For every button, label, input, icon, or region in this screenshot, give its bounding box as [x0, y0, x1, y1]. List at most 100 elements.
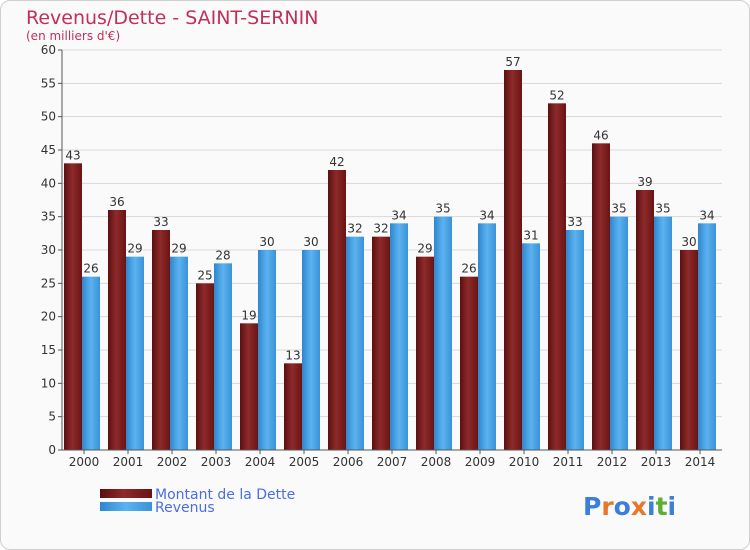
x-tick-label-2012: 2012	[597, 455, 628, 469]
data-label-debt-2000: 43	[65, 148, 80, 162]
data-label-debt-2011: 52	[549, 88, 564, 102]
bar-revenus-2009	[478, 223, 496, 450]
y-tick-label-6: 30	[41, 243, 56, 257]
logo-letter-4: i	[647, 492, 656, 521]
x-tick-label-2005: 2005	[289, 455, 320, 469]
x-tick-label-2011: 2011	[553, 455, 584, 469]
bar-debt-2008	[416, 256, 434, 450]
bar-debt-2002	[152, 230, 170, 450]
y-tick-label-8: 40	[41, 176, 56, 190]
bar-revenus-2011	[566, 230, 584, 450]
data-label-debt-2002: 33	[153, 215, 168, 229]
bar-revenus-2006	[346, 236, 364, 450]
y-tick-label-3: 15	[41, 343, 56, 357]
x-tick-label-2001: 2001	[113, 455, 144, 469]
x-tick-label-2009: 2009	[465, 455, 496, 469]
data-label-debt-2012: 46	[593, 128, 608, 142]
bar-revenus-2001	[126, 256, 144, 450]
bar-revenus-2007	[390, 223, 408, 450]
y-tick-label-7: 35	[41, 210, 56, 224]
bar-debt-2004	[240, 323, 258, 450]
bar-debt-2003	[196, 283, 214, 450]
bar-revenus-2008	[434, 216, 452, 450]
bar-debt-2012	[592, 143, 610, 451]
x-tick-label-2010: 2010	[509, 455, 540, 469]
y-tick-label-9: 45	[41, 143, 56, 157]
legend-label-revenus: Revenus	[155, 500, 215, 516]
bar-revenus-2002	[170, 256, 188, 450]
data-label-debt-2006: 42	[329, 155, 344, 169]
x-tick-label-2003: 2003	[201, 455, 232, 469]
bar-revenus-2005	[302, 250, 320, 450]
y-tick-label-5: 25	[41, 276, 56, 290]
x-axis: 2000 2001 2002 2003 2004 2005 2006 2007 2008 2009…	[62, 449, 722, 469]
bar-debt-2007	[372, 236, 390, 450]
data-label-revenus-2014: 34	[699, 208, 714, 222]
bar-revenus-2012	[610, 216, 628, 450]
data-label-revenus-2013: 35	[655, 202, 670, 216]
logo-letter-0: P	[583, 492, 601, 521]
bar-debt-2001	[108, 210, 126, 450]
data-label-debt-2005: 13	[285, 348, 300, 362]
y-tick-label-4: 20	[41, 310, 56, 324]
y-tick-label-1: 5	[48, 410, 56, 424]
data-label-debt-2014: 30	[681, 235, 696, 249]
data-label-revenus-2009: 34	[479, 208, 494, 222]
data-label-debt-2013: 39	[637, 175, 652, 189]
bar-revenus-2003	[214, 263, 232, 450]
bar-debt-2000	[64, 163, 82, 451]
logo-letter-2: o	[614, 492, 631, 521]
data-label-revenus-2003: 28	[215, 248, 230, 262]
data-label-revenus-2007: 34	[391, 208, 406, 222]
data-label-revenus-2006: 32	[347, 222, 362, 236]
bar-debt-2006	[328, 170, 346, 450]
data-label-revenus-2005: 30	[303, 235, 318, 249]
bar-revenus-2010	[522, 243, 540, 450]
data-label-debt-2008: 29	[417, 242, 432, 256]
data-label-debt-2003: 25	[197, 268, 212, 282]
logo-letter-6: i	[668, 492, 677, 521]
data-label-revenus-2012: 35	[611, 202, 626, 216]
logo-letter-3: x	[631, 492, 647, 521]
bar-debt-2013	[636, 190, 654, 450]
data-label-revenus-2011: 33	[567, 215, 582, 229]
x-tick-label-2008: 2008	[421, 455, 452, 469]
data-label-revenus-2001: 29	[127, 242, 142, 256]
data-label-debt-2004: 19	[241, 308, 256, 322]
data-label-revenus-2002: 29	[171, 242, 186, 256]
data-label-revenus-2010: 31	[523, 228, 538, 242]
x-tick-label-2013: 2013	[641, 455, 672, 469]
y-tick-label-2: 10	[41, 376, 56, 390]
x-tick-label-2004: 2004	[245, 455, 276, 469]
y-axis: 0 5 10 15 20 25 30 35 40 45 50 55 60	[41, 43, 63, 457]
bar-debt-2010	[504, 70, 522, 450]
bar-revenus-2000	[82, 276, 100, 450]
logo-letter-1: r	[601, 492, 614, 521]
data-label-debt-2010: 57	[505, 55, 520, 69]
data-label-debt-2007: 32	[373, 222, 388, 236]
data-label-revenus-2000: 26	[83, 262, 98, 276]
legend-label-debt: Montant de la Dette	[155, 487, 295, 503]
legend-swatch-revenus	[100, 502, 152, 511]
bar-debt-2014	[680, 250, 698, 450]
bar-revenus-2004	[258, 250, 276, 450]
x-tick-label-2000: 2000	[69, 455, 100, 469]
legend-swatch-debt	[100, 489, 152, 498]
y-tick-label-0: 0	[48, 443, 56, 457]
y-tick-label-12: 60	[41, 43, 56, 57]
bar-debt-2009	[460, 276, 478, 450]
bar-debt-2011	[548, 103, 566, 450]
data-label-revenus-2004: 30	[259, 235, 274, 249]
bar-debt-2005	[284, 363, 302, 450]
x-tick-label-2006: 2006	[333, 455, 364, 469]
chart-title: Revenus/Dette - SAINT-SERNIN	[26, 7, 318, 29]
bar-revenus-2014	[698, 223, 716, 450]
x-tick-label-2002: 2002	[157, 455, 188, 469]
data-label-debt-2009: 26	[461, 262, 476, 276]
bar-revenus-2013	[654, 216, 672, 450]
chart-subtitle: (en milliers d'€)	[26, 29, 120, 43]
y-tick-label-10: 50	[41, 110, 56, 124]
data-label-debt-2001: 36	[109, 195, 124, 209]
